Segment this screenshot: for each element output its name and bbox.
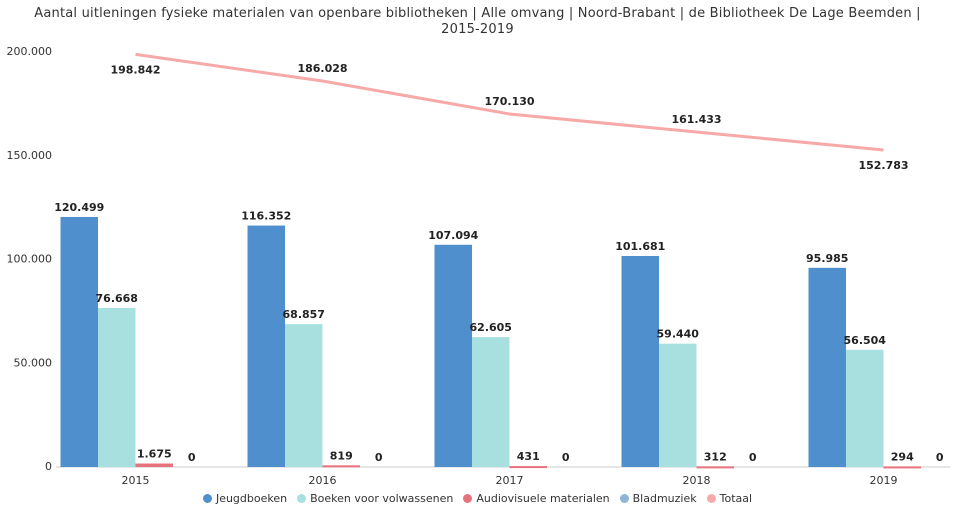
bar <box>247 225 285 467</box>
legend-item: Jeugdboeken <box>202 492 288 505</box>
value-label: 62.605 <box>470 321 512 334</box>
chart-title: Aantal uitleningen fysieke materialen va… <box>34 6 921 37</box>
line <box>135 52 884 152</box>
bar <box>472 337 510 467</box>
bar <box>808 267 846 467</box>
legend-label: Jeugdboeken <box>215 492 288 505</box>
bar <box>659 343 697 467</box>
legend-swatch <box>706 494 716 503</box>
value-label: 431 <box>517 450 540 463</box>
value-label: 95.985 <box>806 252 848 265</box>
bar <box>98 307 136 467</box>
bar <box>322 465 360 468</box>
legend-swatch <box>297 494 307 503</box>
y-tick-label: 200.000 <box>7 45 53 58</box>
value-label: 1.675 <box>137 448 172 461</box>
legend-swatch <box>619 494 629 503</box>
value-label: 152.783 <box>858 159 908 172</box>
value-label: 186.028 <box>297 62 347 75</box>
value-label: 0 <box>936 451 944 464</box>
y-tick-label: 100.000 <box>7 253 53 266</box>
legend: Jeugdboeken Boeken voor volwassenen Audiov… <box>0 492 955 505</box>
value-label: 0 <box>375 451 383 464</box>
chart: 0 50.000 100.000 150.000 200.000 2015 2016 2017… <box>7 45 950 487</box>
legend-label: Audiovisuele materialen <box>476 492 610 505</box>
bar <box>285 324 323 467</box>
x-tick-label: 2016 <box>309 474 337 487</box>
legend-item: Totaal <box>706 492 753 505</box>
legend-item: Boeken voor volwassenen <box>297 492 453 505</box>
value-label: 107.094 <box>428 229 478 242</box>
x-tick-label: 2015 <box>122 474 150 487</box>
legend-swatch <box>202 494 212 503</box>
bar <box>883 466 921 469</box>
value-label: 0 <box>749 451 757 464</box>
legend-label: Boeken voor volwassenen <box>310 492 454 505</box>
value-label: 0 <box>188 451 196 464</box>
value-label: 116.352 <box>241 210 291 223</box>
bar <box>60 216 98 467</box>
value-label: 198.842 <box>110 63 160 76</box>
legend-item: Audiovisuele materialen <box>463 492 610 505</box>
bar <box>846 349 884 467</box>
value-label: 819 <box>330 449 353 462</box>
x-tick-label: 2019 <box>870 474 898 487</box>
legend-label: Totaal <box>719 492 753 505</box>
bar <box>696 466 734 469</box>
value-label: 312 <box>704 450 727 463</box>
bar <box>509 466 547 469</box>
value-label: 161.433 <box>671 113 721 126</box>
legend-swatch <box>463 494 473 503</box>
bar <box>135 463 173 467</box>
value-label: 120.499 <box>54 201 104 214</box>
x-tick-label: 2017 <box>496 474 524 487</box>
value-label: 59.440 <box>657 328 700 341</box>
y-tick-label: 50.000 <box>14 356 53 369</box>
value-label: 101.681 <box>615 240 665 253</box>
y-tick-label: 150.000 <box>7 149 53 162</box>
x-tick-label: 2018 <box>683 474 711 487</box>
value-label: 294 <box>891 450 914 463</box>
value-label: 56.504 <box>844 334 887 347</box>
value-label: 0 <box>562 451 570 464</box>
bar <box>434 244 472 467</box>
value-label: 68.857 <box>283 308 325 321</box>
value-label: 170.130 <box>484 95 534 108</box>
legend-label: Bladmuziek <box>632 492 697 505</box>
value-label: 76.668 <box>96 292 138 305</box>
legend-item: Bladmuziek <box>619 492 697 505</box>
y-tick-label: 0 <box>45 460 52 473</box>
bar <box>621 256 659 467</box>
